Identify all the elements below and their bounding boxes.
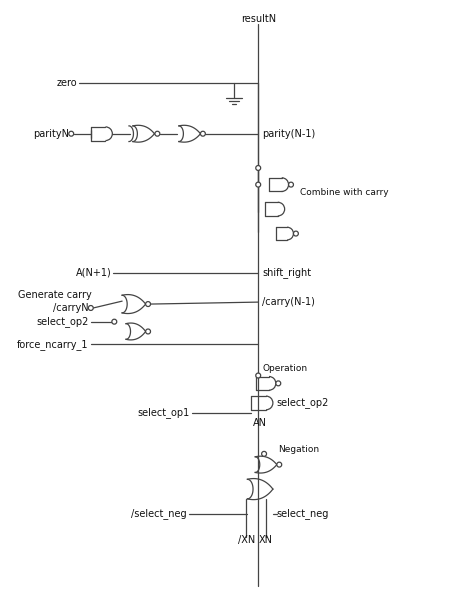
Text: shift_right: shift_right: [262, 267, 311, 278]
Circle shape: [256, 182, 261, 187]
Text: /carry(N-1): /carry(N-1): [262, 297, 315, 307]
Circle shape: [69, 131, 73, 136]
Text: /select_neg: /select_neg: [131, 508, 187, 519]
Circle shape: [88, 306, 93, 311]
Text: parityN: parityN: [33, 129, 69, 139]
Text: select_neg: select_neg: [277, 508, 329, 519]
Text: Operation: Operation: [262, 364, 307, 373]
Circle shape: [276, 381, 281, 386]
Text: force_ncarry_1: force_ncarry_1: [18, 339, 89, 349]
Text: A(N+1): A(N+1): [76, 268, 111, 278]
Text: /carryN: /carryN: [53, 303, 89, 313]
Text: Generate carry: Generate carry: [18, 290, 92, 300]
Text: XN: XN: [259, 535, 273, 545]
Circle shape: [155, 131, 160, 136]
Text: /XN: /XN: [238, 535, 255, 545]
Text: select_op2: select_op2: [277, 397, 329, 408]
Circle shape: [146, 301, 151, 306]
Text: parity(N-1): parity(N-1): [262, 129, 315, 139]
Text: select_op1: select_op1: [137, 407, 190, 418]
Text: Combine with carry: Combine with carry: [301, 188, 389, 197]
Circle shape: [262, 451, 266, 456]
Circle shape: [256, 373, 261, 378]
Circle shape: [293, 231, 298, 236]
Text: select_op2: select_op2: [36, 316, 89, 327]
Text: Negation: Negation: [278, 445, 319, 454]
Circle shape: [201, 131, 205, 136]
Circle shape: [112, 319, 117, 324]
Text: zero: zero: [56, 78, 77, 88]
Text: resultN: resultN: [241, 14, 276, 24]
Circle shape: [256, 166, 261, 171]
Circle shape: [277, 462, 282, 467]
Text: AN: AN: [253, 418, 267, 427]
Circle shape: [146, 329, 151, 334]
Circle shape: [289, 182, 293, 187]
